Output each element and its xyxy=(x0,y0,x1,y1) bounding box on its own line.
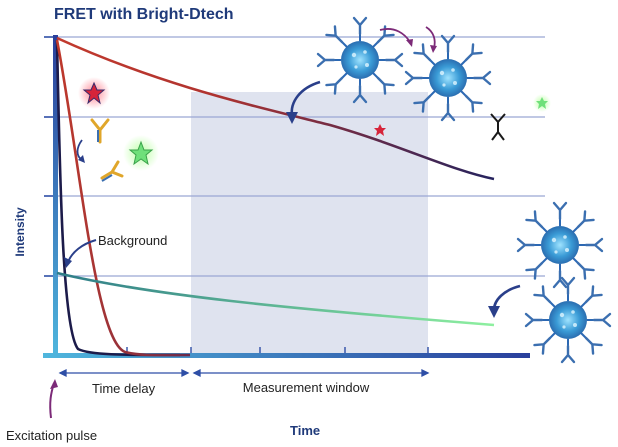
measurement-window-label: Measurement window xyxy=(242,380,370,395)
antibody-icon xyxy=(90,118,110,144)
y-axis xyxy=(53,35,58,357)
red-star-fluorophore-icon xyxy=(78,77,110,109)
background-decay-curve xyxy=(56,271,495,327)
measurement-window-region xyxy=(191,92,428,355)
green-star-fluorophore-icon xyxy=(533,94,551,112)
background-label: Background xyxy=(98,233,168,248)
return-arrow xyxy=(286,80,321,124)
y-axis-ticks xyxy=(44,36,53,277)
measurement-window-arrow xyxy=(192,368,430,378)
background-pointer-arrow xyxy=(64,239,97,268)
nanoparticle-conjugate-icon xyxy=(318,18,402,102)
time-delay-arrow xyxy=(58,368,190,378)
antibody-icon xyxy=(100,160,124,182)
green-star-fluorophore-icon xyxy=(123,135,159,171)
x-axis xyxy=(43,353,530,358)
red-star-fluorophore-icon xyxy=(374,124,386,136)
nanoparticle-conjugate-icon xyxy=(526,278,610,362)
antibody-icon xyxy=(490,113,506,141)
excitation-pulse-label: Excitation pulse xyxy=(6,428,98,443)
binding-arrow xyxy=(379,26,437,53)
nanoparticle-conjugate-icon xyxy=(518,203,602,287)
time-delay-label: Time delay xyxy=(92,381,156,396)
x-axis-label: Time xyxy=(290,423,321,438)
y-axis-label: Intensity xyxy=(13,207,27,257)
fast-decay-curve-navy xyxy=(55,39,181,357)
return-arrow xyxy=(488,284,521,318)
excitation-pulse-arrow xyxy=(49,379,58,419)
transfer-arrow xyxy=(76,139,85,163)
figure-title: FRET with Bright-Dtech xyxy=(54,6,234,23)
fast-decay-curve-red xyxy=(55,39,191,357)
long-lifetime-decay-curve xyxy=(56,36,495,181)
